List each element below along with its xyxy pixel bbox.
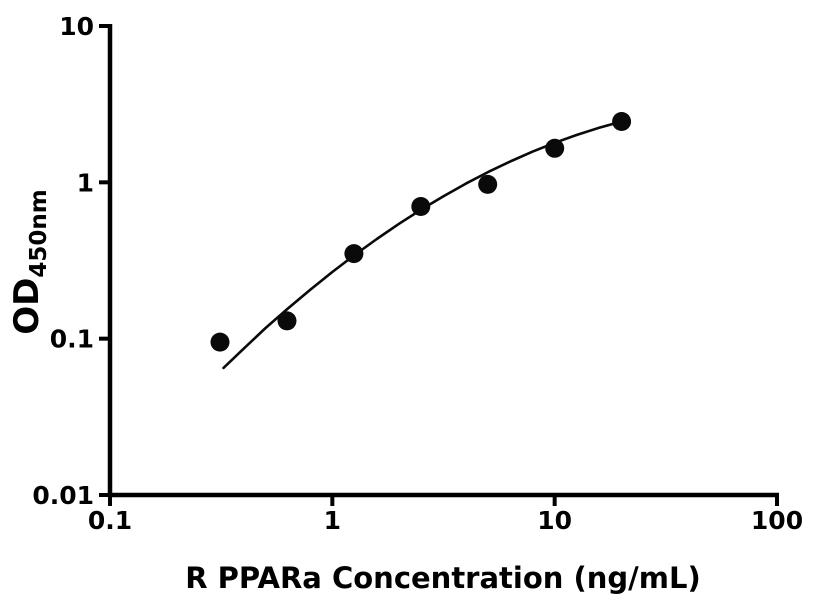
y-tick-label: 0.1 (50, 325, 94, 354)
data-point (344, 244, 364, 264)
x-tick-label: 100 (751, 506, 803, 535)
y-tick-label: 0.01 (32, 481, 94, 510)
y-axis-title-main: OD (7, 278, 47, 335)
data-point (545, 138, 565, 158)
y-tick-label: 1 (77, 168, 94, 197)
data-point (277, 311, 297, 331)
data-point (210, 332, 230, 352)
x-tick-label: 0.1 (88, 506, 132, 535)
y-axis-title-subscript: 450nm (26, 189, 52, 277)
data-point (411, 197, 431, 216)
y-tick-label: 10 (59, 12, 94, 41)
y-axis-title: OD450nm (7, 189, 52, 335)
fit-curve (222, 120, 623, 370)
data-point (612, 112, 632, 131)
data-point (478, 174, 498, 194)
x-tick-label: 10 (537, 506, 572, 535)
x-axis-title: R PPARa Concentration (ng/mL) (185, 561, 700, 595)
x-tick-label: 1 (324, 506, 341, 535)
